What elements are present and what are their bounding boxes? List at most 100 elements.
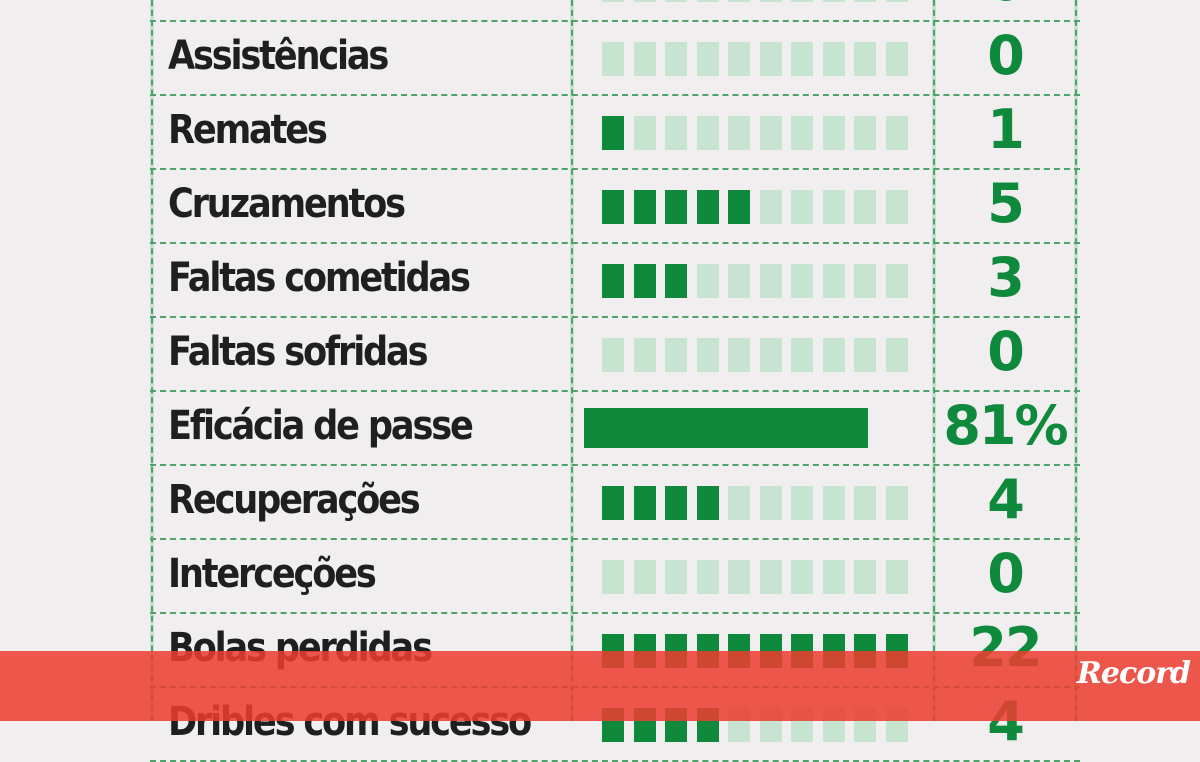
stat-label: Assistências bbox=[168, 33, 389, 79]
stat-value: 4 bbox=[987, 468, 1025, 531]
bar-segment-empty bbox=[854, 338, 876, 372]
bar-segment-empty bbox=[822, 486, 845, 520]
bar-segment-empty bbox=[728, 560, 750, 594]
stat-label: Remates bbox=[168, 107, 328, 153]
percent-bar bbox=[584, 408, 868, 448]
bar-segment-empty bbox=[633, 560, 656, 594]
bar-segment-empty bbox=[759, 264, 782, 298]
stat-value: 0 bbox=[987, 24, 1025, 87]
bar-segment-empty bbox=[728, 486, 750, 520]
bar-segment-empty bbox=[633, 338, 656, 372]
bar-segment-empty bbox=[602, 338, 624, 372]
bar-segment-empty bbox=[759, 338, 782, 372]
bar-segment-empty bbox=[602, 0, 624, 2]
bar-segment-empty bbox=[633, 0, 656, 2]
bar-segment-filled bbox=[633, 264, 656, 298]
bar-segment-empty bbox=[728, 42, 750, 76]
bar-segment-empty bbox=[602, 560, 624, 594]
stat-row: Interceções 0 bbox=[150, 538, 1080, 614]
bar-segment-empty bbox=[791, 560, 813, 594]
bar-segment-filled bbox=[728, 190, 750, 224]
bar-segment-empty bbox=[791, 338, 813, 372]
bar-segment-empty bbox=[854, 42, 876, 76]
bar-segment-empty bbox=[791, 264, 813, 298]
bar-segment-filled bbox=[696, 486, 719, 520]
stat-label: Golos bbox=[168, 0, 269, 4]
bar-segment-empty bbox=[759, 116, 782, 150]
stat-value: 0 bbox=[987, 542, 1025, 605]
stat-value: 81% bbox=[943, 394, 1068, 457]
bar-segment-empty bbox=[885, 560, 908, 594]
bar-segment-empty bbox=[791, 0, 813, 2]
bar-segment-empty bbox=[885, 116, 908, 150]
bar-segment-empty bbox=[759, 486, 782, 520]
bar-segment-empty bbox=[728, 264, 750, 298]
stat-row: Faltas sofridas 0 bbox=[150, 316, 1080, 392]
bar-segment-empty bbox=[665, 0, 687, 2]
bar-segment-empty bbox=[696, 560, 719, 594]
stat-value: 5 bbox=[987, 172, 1025, 235]
stat-label: Eficácia de passe bbox=[168, 403, 474, 449]
bar-segment-filled bbox=[602, 486, 624, 520]
bar-segment-empty bbox=[665, 338, 687, 372]
bar-segment-empty bbox=[822, 0, 845, 2]
bar-segment-filled bbox=[602, 264, 624, 298]
bar-segment-empty bbox=[665, 560, 687, 594]
bar-segment-empty bbox=[854, 560, 876, 594]
bar-segment-empty bbox=[728, 116, 750, 150]
bar-segment-empty bbox=[885, 42, 908, 76]
stat-row: Faltas cometidas 3 bbox=[150, 242, 1080, 318]
stat-row: Golos 0 bbox=[150, 0, 1080, 22]
bar-segment-empty bbox=[696, 264, 719, 298]
bar-segment-empty bbox=[822, 338, 845, 372]
bar-segment-empty bbox=[854, 264, 876, 298]
bar-segment-empty bbox=[822, 42, 845, 76]
bar-segment-empty bbox=[854, 0, 876, 2]
stat-value: 3 bbox=[987, 246, 1025, 309]
stat-value: 0 bbox=[940, 0, 1070, 10]
bar-segment-filled bbox=[602, 190, 624, 224]
bar-segment-empty bbox=[791, 42, 813, 76]
bar-segment-empty bbox=[759, 0, 782, 2]
bar-segment-empty bbox=[854, 116, 876, 150]
record-logo: Record bbox=[1076, 656, 1191, 691]
stat-row: Cruzamentos 5 bbox=[150, 168, 1080, 244]
bar-segment-filled bbox=[665, 264, 687, 298]
bar-segment-empty bbox=[696, 0, 719, 2]
bar-segment-empty bbox=[822, 190, 845, 224]
bar-segment-empty bbox=[885, 338, 908, 372]
bar-segment-empty bbox=[728, 0, 750, 2]
bar-segment-filled bbox=[696, 190, 719, 224]
bar-segment-filled bbox=[665, 486, 687, 520]
bar-segment-empty bbox=[791, 116, 813, 150]
bar-segment-empty bbox=[759, 42, 782, 76]
bar-segment-empty bbox=[885, 0, 908, 2]
stat-value: 0 bbox=[987, 320, 1025, 383]
bar-segment-empty bbox=[854, 486, 876, 520]
bar-segment-empty bbox=[791, 190, 813, 224]
bar-segment-filled bbox=[633, 486, 656, 520]
bar-segment-empty bbox=[696, 338, 719, 372]
bar-segment-empty bbox=[696, 116, 719, 150]
bar-segment-empty bbox=[822, 264, 845, 298]
grid-line-bars-start bbox=[570, 0, 574, 721]
bar-segment-empty bbox=[759, 190, 782, 224]
stat-label: Cruzamentos bbox=[168, 181, 406, 227]
stat-label: Faltas sofridas bbox=[168, 329, 429, 375]
bar-segment-empty bbox=[885, 264, 908, 298]
stat-label: Interceções bbox=[168, 551, 377, 597]
bar-segment-empty bbox=[602, 42, 624, 76]
stat-row: Recuperações 4 bbox=[150, 464, 1080, 540]
bar-segment-empty bbox=[791, 486, 813, 520]
bar-segment-filled bbox=[602, 116, 624, 150]
stat-row: Remates 1 bbox=[150, 94, 1080, 170]
footer-banner bbox=[0, 651, 1200, 721]
bar-segment-filled bbox=[665, 190, 687, 224]
bar-segment-empty bbox=[885, 486, 908, 520]
bar-segment-empty bbox=[665, 42, 687, 76]
stat-row: Eficácia de passe 81% bbox=[150, 390, 1080, 466]
bar-segment-empty bbox=[665, 116, 687, 150]
stat-label: Recuperações bbox=[168, 477, 421, 523]
bar-segment-empty bbox=[696, 42, 719, 76]
bar-segment-empty bbox=[759, 560, 782, 594]
